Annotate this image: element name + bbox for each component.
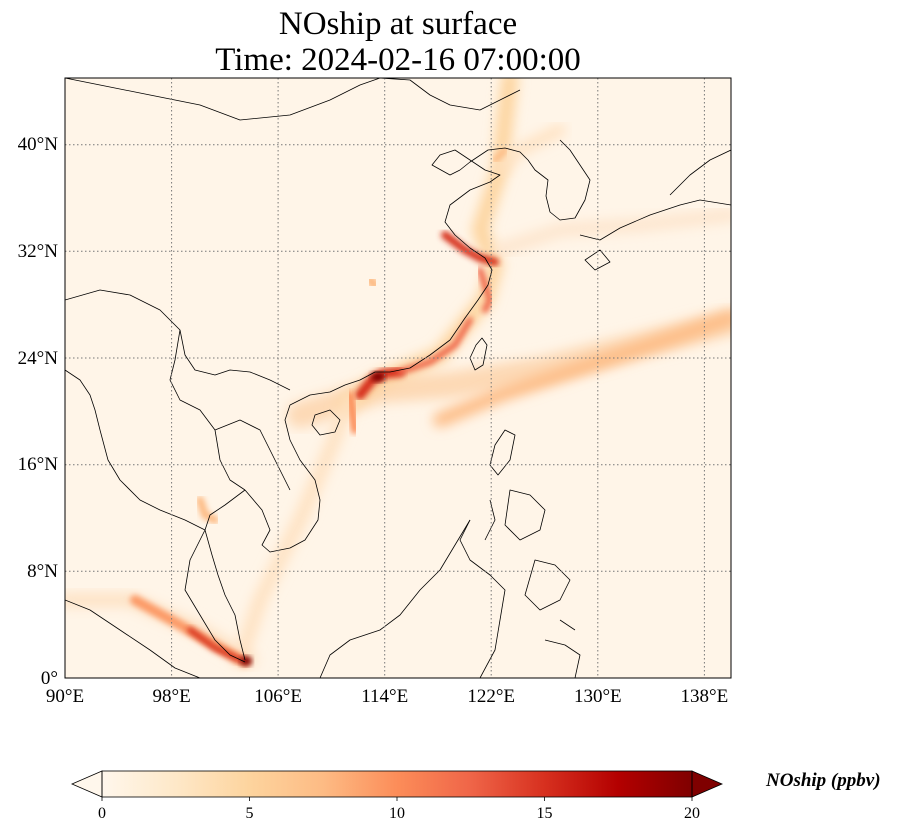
map-title: NOship at surface xyxy=(278,6,518,42)
colorbar-gradient xyxy=(102,771,692,797)
coastlines xyxy=(65,78,731,678)
lat-label-24n: 24°N xyxy=(17,348,58,369)
lat-label-40n: 40°N xyxy=(17,134,58,155)
colorbar-tick-15: 15 xyxy=(536,805,553,822)
lon-label-138e: 138°E xyxy=(680,686,729,707)
lon-label-98e: 98°E xyxy=(152,686,191,707)
lat-label-32n: 32°N xyxy=(17,241,58,262)
colorbar-label: NOship (ppbv) xyxy=(766,770,881,791)
lon-label-130e: 130°E xyxy=(573,686,622,707)
colorbar-extend-min xyxy=(70,770,103,798)
concentration-field xyxy=(65,78,731,667)
colorbar xyxy=(70,770,724,801)
map-subtitle-time: Time: 2024-02-16 07:00:00 xyxy=(215,42,581,78)
gridlines xyxy=(65,78,731,678)
lon-label-90e: 90°E xyxy=(45,686,85,707)
lat-label-16n: 16°N xyxy=(17,454,58,475)
colorbar-tick-5: 5 xyxy=(245,805,254,822)
lon-label-106e: 106°E xyxy=(254,686,302,707)
colorbar-tick-0: 0 xyxy=(98,805,106,822)
colorbar-tick-20: 20 xyxy=(684,805,700,822)
lon-label-122e: 122°E xyxy=(467,686,516,707)
colorbar-tick-10: 10 xyxy=(389,805,405,822)
lat-label-0: 0° xyxy=(40,668,58,689)
colorbar-extend-max xyxy=(691,770,724,798)
map-frame xyxy=(64,77,732,679)
lon-label-114e: 114°E xyxy=(361,686,409,707)
lat-label-8n: 8°N xyxy=(27,561,58,582)
